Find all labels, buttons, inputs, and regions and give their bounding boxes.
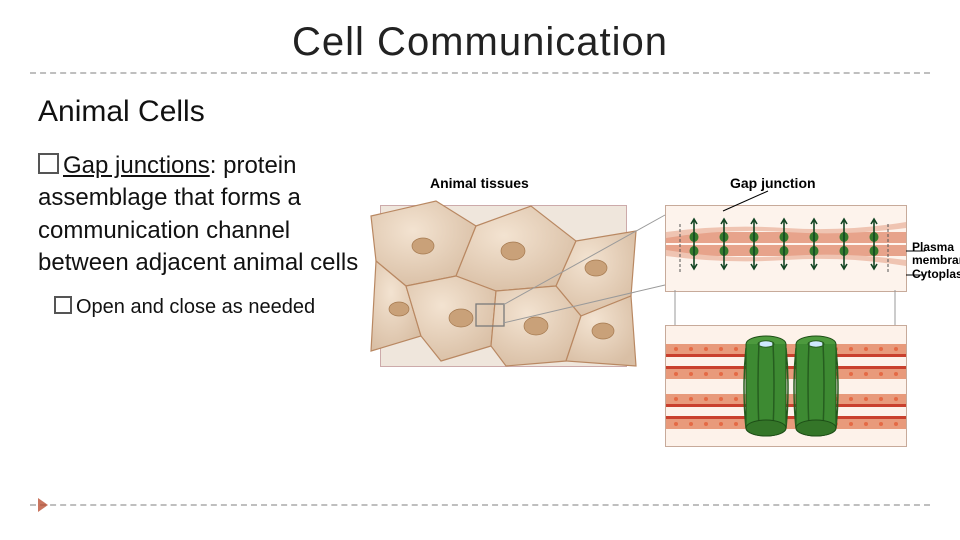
rule-bottom xyxy=(30,504,930,506)
label-cytoplasm: Cytoplasm xyxy=(912,268,960,281)
subbullet-box-icon xyxy=(54,296,72,314)
subbullet-text: Open and close as needed xyxy=(76,296,315,318)
figure: Animal tissues Gap junction xyxy=(380,175,935,475)
body-bullet: Gap junctions: protein assemblage that f… xyxy=(38,150,378,321)
bullet-term: Gap junctions xyxy=(63,152,210,179)
bullet-box-icon xyxy=(38,153,59,174)
slide-title: Cell Communication xyxy=(0,20,960,65)
sub-bullet: Open and close as needed xyxy=(54,294,378,321)
projection-lines xyxy=(380,175,935,475)
rule-top xyxy=(30,72,930,74)
label-plasma: Plasmamembranes xyxy=(912,241,960,267)
slide-marker-icon xyxy=(38,498,48,512)
section-heading: Animal Cells xyxy=(38,95,205,129)
